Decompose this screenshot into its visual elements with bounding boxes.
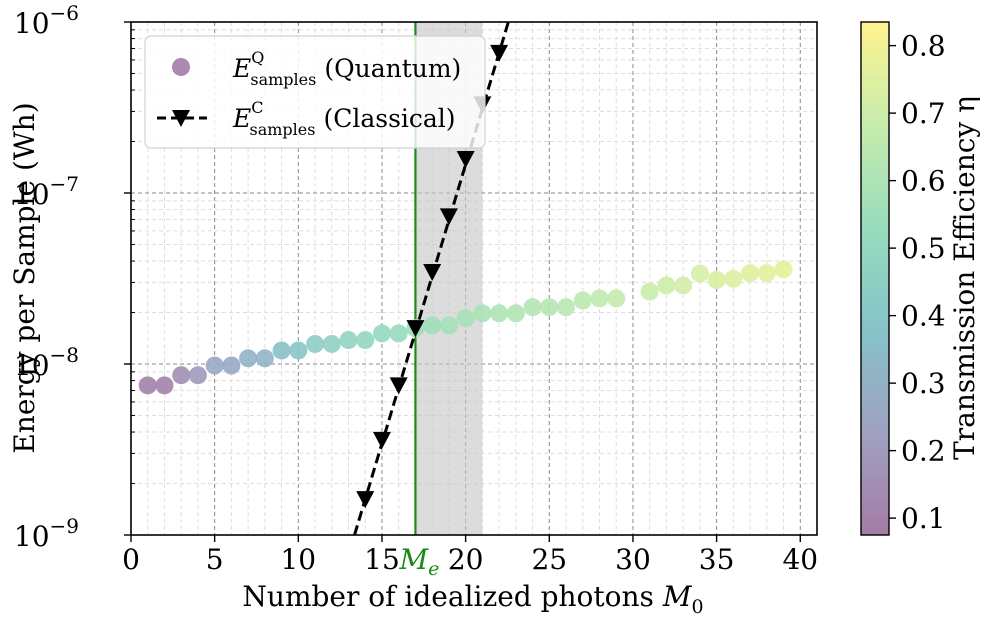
x-tick-label: 5 — [206, 543, 224, 576]
quantum-point — [306, 334, 325, 353]
colorbar-tick-label: 0.4 — [901, 300, 946, 333]
quantum-point — [239, 349, 258, 368]
quantum-point — [222, 356, 241, 375]
colorbar-tick-label: 0.8 — [901, 30, 946, 63]
colorbar — [860, 21, 890, 536]
legend-quantum-label: EQ samples (Quantum) — [232, 48, 461, 89]
axis-ticks: 0 5 10 15 20 25 30 35 40 10−9 10−8 10−7 10−6 — [14, 1, 818, 576]
legend-classical-label: EC samples (Classical) — [232, 98, 456, 139]
x-tick-label: 35 — [699, 543, 735, 576]
quantum-point — [172, 366, 191, 385]
classical-point — [356, 491, 375, 509]
quantum-point — [339, 331, 358, 350]
quantum-point — [557, 298, 576, 317]
quantum-point — [573, 291, 592, 310]
quantum-point — [155, 376, 174, 395]
quantum-point — [439, 316, 458, 335]
quantum-point — [289, 341, 308, 360]
classical-point — [389, 377, 408, 395]
quantum-point — [674, 276, 693, 295]
me-label: Me — [398, 543, 439, 580]
x-tick-label: 30 — [615, 543, 651, 576]
colorbar-tick-label: 0.6 — [901, 165, 946, 198]
plot-frame — [130, 21, 818, 536]
quantum-point — [490, 304, 509, 323]
x-tick-label: 20 — [448, 543, 484, 576]
quantum-point — [372, 324, 391, 343]
quantum-point — [757, 264, 776, 283]
x-tick-label: 0 — [122, 543, 140, 576]
colorbar-tick-label: 0.5 — [901, 232, 946, 265]
quantum-point — [389, 324, 408, 343]
legend-quantum-marker — [172, 58, 190, 76]
y-tick-label: 10−9 — [14, 514, 79, 553]
quantum-point — [523, 298, 542, 317]
colorbar-tick-label: 0.2 — [901, 435, 946, 468]
quantum-point — [138, 376, 157, 395]
y-tick-label: 10−7 — [14, 172, 79, 211]
x-axis-label: Number of idealized photons M0 — [242, 580, 703, 618]
colorbar-tick-label: 0.7 — [901, 97, 946, 130]
y-tick-label: 10−6 — [14, 1, 79, 40]
legend-box — [144, 35, 486, 149]
colorbar-tick-label: 0.1 — [901, 502, 946, 535]
quantum-point — [473, 304, 492, 323]
quantum-point — [423, 316, 442, 335]
x-tick-label: 15 — [364, 543, 400, 576]
quantum-point — [657, 276, 676, 295]
quantum-point — [774, 260, 793, 279]
quantum-point — [724, 269, 743, 288]
y-tick-label: 10−8 — [14, 343, 79, 382]
classical-point — [406, 320, 425, 338]
colorbar-ticks: 0.1 0.2 0.3 0.4 0.5 0.6 0.7 0.8 — [889, 30, 946, 535]
x-tick-label: 10 — [280, 543, 316, 576]
quantum-series — [138, 260, 793, 395]
quantum-point — [205, 356, 224, 375]
classical-point — [372, 431, 391, 449]
quantum-point — [272, 341, 291, 360]
quantum-point — [540, 298, 559, 317]
quantum-point — [456, 309, 475, 328]
quantum-point — [255, 349, 274, 368]
classical-point — [456, 151, 475, 169]
quantum-point — [590, 289, 609, 308]
quantum-point — [607, 289, 626, 308]
quantum-point — [640, 282, 659, 301]
classical-point — [439, 208, 458, 226]
x-tick-label: 25 — [531, 543, 567, 576]
quantum-point — [322, 334, 341, 353]
x-tick-label: 40 — [782, 543, 818, 576]
quantum-point — [506, 304, 525, 323]
quantum-point — [707, 270, 726, 289]
quantum-point — [690, 264, 709, 283]
colorbar-tick-label: 0.3 — [901, 367, 946, 400]
quantum-point — [356, 331, 375, 350]
colorbar-label: Transmission Efficiency η — [948, 96, 981, 460]
classical-point — [490, 44, 509, 62]
quantum-point — [741, 264, 760, 283]
classical-point — [423, 264, 442, 282]
legend: EQ samples (Quantum) EC samples (Classical) — [144, 35, 486, 149]
quantum-point — [188, 366, 207, 385]
legend-classical-marker — [172, 110, 190, 127]
y-axis-label: Energy per Sample (Wh) — [8, 102, 41, 453]
